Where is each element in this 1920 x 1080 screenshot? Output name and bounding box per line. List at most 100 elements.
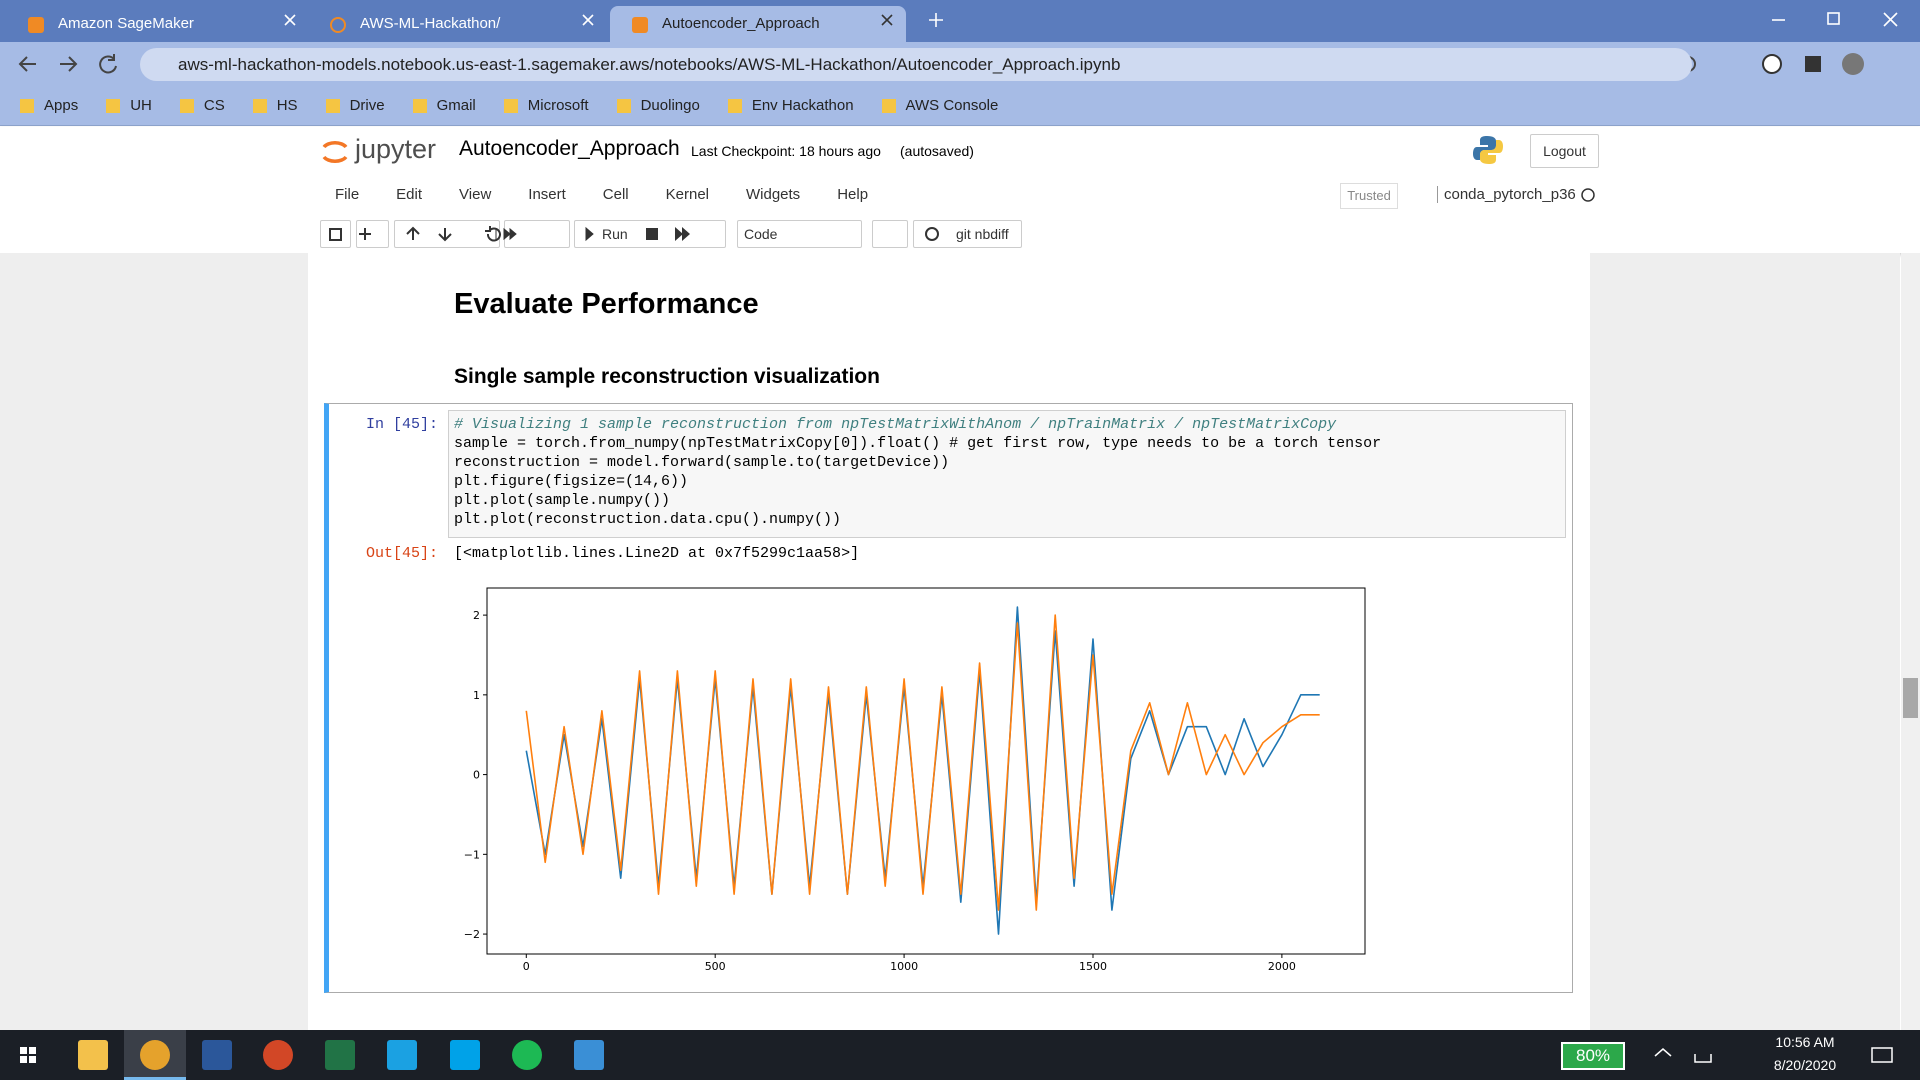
notebook-name[interactable]: Autoencoder_Approach [459, 137, 680, 160]
bookmark-icon [727, 98, 742, 113]
bookmark[interactable]: Drive [325, 97, 385, 114]
nav-icons [18, 53, 1864, 75]
keyboard-button[interactable] [872, 220, 908, 248]
bookmark-label: HS [276, 97, 298, 114]
y-tick-label: 0 [473, 769, 480, 782]
tab-title: AWS-ML-Hackathon/ [360, 15, 501, 32]
run-label: Run [602, 226, 628, 242]
menu-item[interactable]: Widgets [746, 186, 801, 203]
clock-date: 8/20/2020 [1773, 1057, 1837, 1073]
kernel-status [1581, 188, 1595, 202]
chart: 0 500 1000 1500 2000 −2 −1 0 1 2 [464, 587, 1366, 973]
menu-item[interactable]: Insert [528, 186, 566, 203]
menu-item[interactable]: Help [837, 186, 869, 203]
save-button[interactable] [320, 220, 351, 248]
y-tick-label: 1 [473, 689, 480, 702]
x-tick-label: 500 [705, 960, 726, 973]
tab-title: Amazon SageMaker [58, 15, 194, 32]
tab-title: Autoencoder_Approach [662, 15, 820, 32]
nbdiff-button[interactable]: git nbdiff [913, 220, 1022, 248]
menu-item[interactable]: Kernel [665, 186, 709, 203]
bookmark-label: Apps [44, 97, 79, 114]
cell-type-select[interactable]: Code [737, 220, 862, 248]
tab[interactable]: Amazon SageMaker [6, 6, 302, 42]
code-input[interactable] [448, 410, 1566, 538]
menu-item[interactable]: View [459, 186, 492, 203]
taskbar-icons [20, 1030, 1893, 1080]
bookmark-icon [503, 98, 518, 113]
bookmark[interactable]: AWS Console [881, 97, 999, 114]
tab[interactable]: AWS-ML-Hackathon/ [308, 6, 604, 42]
code-cell[interactable] [324, 403, 1573, 993]
scrollbar[interactable] [1901, 253, 1920, 1030]
bookmark[interactable]: Gmail [412, 97, 476, 114]
tab-bar [0, 0, 1920, 42]
bookmark-label: Duolingo [640, 97, 700, 114]
menu-item[interactable]: File [335, 186, 360, 203]
app-icon[interactable] [140, 1040, 170, 1070]
app-icon[interactable] [325, 1040, 355, 1070]
y-tick-label: −2 [464, 928, 480, 941]
bookmark-label: Env Hackathon [751, 97, 854, 114]
bookmark[interactable]: Duolingo [616, 97, 700, 114]
bookmark[interactable]: CS [179, 97, 225, 114]
subheading: Single sample reconstruction visualizati… [454, 365, 880, 388]
app-icon[interactable] [78, 1040, 108, 1070]
battery: 80% [1561, 1042, 1625, 1070]
prompt-out: Out[45]: [365, 545, 438, 562]
bookmarks-bar: Apps UH CS HS Drive Gmail Microsoft Duolingo Env… [0, 86, 1920, 126]
x-tick-label: 1000 [890, 960, 918, 973]
code-line: plt.figure(figsize=(14,6)) [454, 473, 689, 490]
bookmark[interactable]: HS [252, 97, 298, 114]
code-line: plt.plot(reconstruction.data.cpu().numpy… [454, 511, 842, 528]
nbdiff-label: git nbdiff [956, 226, 1009, 242]
bookmark[interactable]: UH [106, 97, 152, 114]
series-line [525, 614, 1320, 911]
omnibox[interactable] [140, 48, 1692, 81]
app-icon[interactable] [202, 1040, 232, 1070]
tab-icons [284, 12, 1898, 27]
tab[interactable]: Autoencoder_Approach [610, 6, 906, 42]
logout-button[interactable]: Logout [1530, 134, 1599, 168]
bookmark-label: Drive [349, 97, 385, 114]
app-icon[interactable] [574, 1040, 604, 1070]
bookmark-label: AWS Console [905, 97, 999, 114]
jupyter-logo: jupyter [355, 134, 437, 164]
autosave: (autosaved) [900, 143, 974, 159]
menu-item[interactable]: Cell [602, 186, 629, 203]
notebook-container [308, 253, 1590, 1030]
x-tick-label: 1500 [1079, 960, 1107, 973]
code-line: sample = torch.from_numpy(npTestMatrixCo… [454, 435, 1382, 452]
menu-item[interactable]: Edit [396, 186, 423, 203]
app-icon[interactable] [450, 1040, 480, 1070]
bookmark[interactable]: Env Hackathon [727, 97, 854, 114]
code-line: reconstruction = model.forward(sample.to… [454, 454, 950, 471]
trusted-indicator[interactable]: Trusted [1340, 183, 1398, 209]
clock-time: 10:56 AM [1775, 1034, 1835, 1050]
bookmark-label: Gmail [436, 97, 476, 114]
toolbar-icons [329, 226, 939, 242]
python-logo [1473, 136, 1503, 164]
bookmark[interactable]: Apps [20, 97, 78, 114]
bookmark-icon [179, 98, 194, 113]
bookmark-label: Microsoft [527, 97, 589, 114]
bookmark-icon [616, 98, 631, 113]
code-line: plt.plot(sample.numpy()) [454, 492, 671, 509]
app-icon[interactable] [387, 1040, 417, 1070]
app-icon[interactable] [263, 1040, 293, 1070]
prompt-in: In [45]: [365, 416, 438, 433]
bookmark-icon [325, 98, 340, 113]
bookmark-icon [881, 98, 896, 113]
series-line [525, 606, 1320, 935]
app-icon[interactable] [512, 1040, 542, 1070]
bookmark-label: CS [203, 97, 225, 114]
bookmark-icon [252, 98, 267, 113]
checkpoint: Last Checkpoint: 18 hours ago [691, 143, 881, 159]
y-tick-label: −1 [464, 848, 480, 861]
bookmark-icon [412, 98, 427, 113]
heading: Evaluate Performance [454, 288, 759, 320]
jupyter-logo-icon [322, 141, 348, 163]
kernel-name: conda_pytorch_p36 [1437, 186, 1576, 203]
bookmark[interactable]: Microsoft [503, 97, 589, 114]
